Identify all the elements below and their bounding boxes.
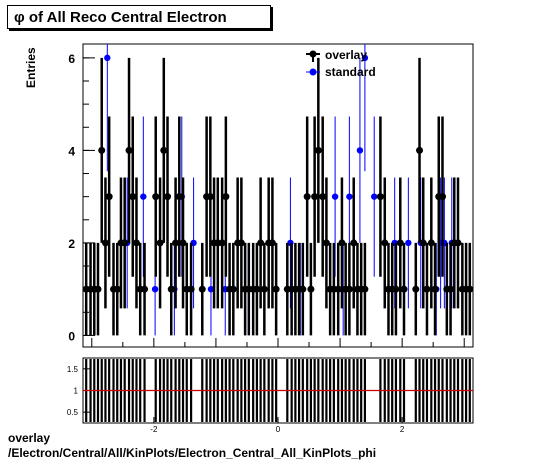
ratio-x-tick-label: -2 [150,425,158,434]
data-point [272,285,280,293]
legend: overlay standard [306,48,376,79]
data-point [447,285,455,293]
data-point [376,193,384,201]
data-point [156,239,164,247]
data-point [222,193,230,201]
data-point [311,193,319,201]
data-point [206,193,214,201]
main-series-layer [82,44,474,336]
data-point [334,285,342,293]
data-point [129,193,137,201]
data-point [405,239,412,247]
data-point [381,239,389,247]
data-point [207,285,215,293]
y-tick-label: 2 [68,237,75,251]
caption-line-1: overlay [8,431,51,445]
data-point [237,239,245,247]
data-point [253,285,261,293]
data-point [431,285,439,293]
data-point [152,193,160,201]
data-point [101,239,109,247]
data-point [268,239,276,247]
ratio-y-tick-label: 0.5 [67,408,79,417]
data-point [98,146,106,154]
data-point [466,285,474,293]
data-point [179,239,187,247]
data-point [412,285,420,293]
data-point [160,146,168,154]
ratio-y-tick-label: 1 [74,387,79,396]
data-point [356,147,364,154]
data-point [438,193,446,201]
data-point [427,239,435,247]
data-point [175,193,183,201]
data-point [400,285,408,293]
data-point [350,239,358,247]
data-point [113,285,121,293]
data-point [454,239,462,247]
ratio-series-layer [83,359,473,422]
data-point [140,193,147,200]
data-point [164,193,172,201]
data-point [167,285,175,293]
data-point [132,239,140,247]
data-point [151,285,159,293]
data-point [361,54,369,62]
data-point [361,285,369,293]
data-point [172,239,180,247]
y-tick-label: 4 [68,144,75,158]
caption-line-2: /Electron/Central/All/KinPlots/Electron_… [8,446,377,460]
data-point [346,193,353,200]
data-point [419,239,427,247]
y-tick-label: 6 [68,52,75,66]
data-point [260,285,268,293]
data-point [141,285,149,293]
ratio-x-tick-label: 0 [276,425,281,434]
legend-marker-standard [309,68,317,76]
legend-marker-overlay [309,50,317,58]
data-point [345,285,353,293]
data-point [392,285,400,293]
legend-label-overlay: overlay [325,48,367,62]
data-point [319,193,327,201]
plot-title: φ of All Reco Central Electron [7,5,271,29]
data-point [423,285,431,293]
data-point [314,146,322,154]
data-point [125,146,133,154]
data-point [121,239,129,247]
data-point [322,239,330,247]
data-point [299,285,307,293]
data-point [198,285,206,293]
data-point [218,239,226,247]
data-point [416,146,424,154]
data-point [371,193,378,200]
data-point [104,54,111,62]
data-point [303,193,311,201]
y-tick-label: 0 [68,329,75,343]
data-point [229,285,237,293]
main-axis-ticks: 0 2 4 6 [68,52,465,347]
data-point [338,239,346,247]
ratio-y-tick-label: 1.5 [67,365,79,374]
legend-label-standard: standard [325,65,376,79]
data-point [94,285,102,293]
data-point [105,193,113,201]
data-point [187,285,195,293]
data-point [396,239,404,247]
data-point [307,285,315,293]
data-point [257,239,265,247]
ratio-x-tick-label: 2 [400,425,405,434]
data-point [331,193,339,200]
